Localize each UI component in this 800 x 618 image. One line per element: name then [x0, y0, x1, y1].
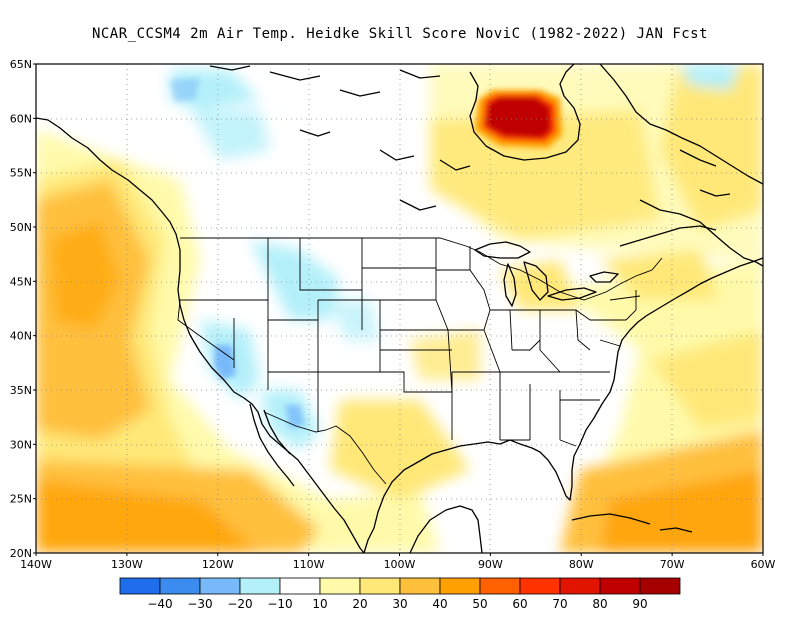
lon-label: 110W: [293, 558, 325, 571]
colorbar-swatch: [599, 577, 641, 595]
political-borders: [177, 237, 663, 485]
colorbar-swatch: [439, 577, 481, 595]
colorbar-label: 80: [592, 597, 607, 611]
colorbar-swatch: [119, 577, 161, 595]
colorbar-swatch: [639, 577, 681, 595]
colorbar-label: −30: [187, 597, 212, 611]
lon-label: 130W: [111, 558, 143, 571]
colorbar-swatch: [359, 577, 401, 595]
skill-shading: [36, 64, 763, 553]
colorbar-label: 40: [432, 597, 447, 611]
lon-label: 80W: [569, 558, 594, 571]
lon-label: 100W: [384, 558, 416, 571]
colorbar-label: −40: [147, 597, 172, 611]
longitude-axis: 140W 130W 120W 110W 100W 90W 80W 70W 60W: [20, 553, 776, 571]
lat-label: 30N: [10, 438, 32, 451]
colorbar-label: 90: [632, 597, 647, 611]
map-panel: [36, 64, 763, 553]
lat-label: 25N: [10, 493, 32, 506]
lat-label: 55N: [10, 167, 32, 180]
colorbar-swatch: [199, 577, 241, 595]
colorbar-swatch: [479, 577, 521, 595]
colorbar-swatch: [239, 577, 281, 595]
map-title: NCAR_CCSM4 2m Air Temp. Heidke Skill Sco…: [91, 26, 709, 42]
colorbar-label: 60: [512, 597, 527, 611]
lon-label: 60W: [751, 558, 776, 571]
lon-label: 140W: [20, 558, 52, 571]
colorbar-swatch: [559, 577, 601, 595]
colorbar-label: −20: [227, 597, 252, 611]
colorbar-label: 70: [552, 597, 567, 611]
skill-shading-detail: [170, 78, 562, 428]
latitude-axis: 65N 60N 55N 50N 45N 40N 35N 30N 25N 20N: [10, 58, 36, 560]
colorbar-label: 20: [352, 597, 367, 611]
colorbar-swatch: [159, 577, 201, 595]
colorbar-label: 10: [312, 597, 327, 611]
lon-label: 70W: [660, 558, 685, 571]
colorbar-swatch: [519, 577, 561, 595]
colorbar-swatch: [279, 577, 321, 595]
lat-label: 40N: [10, 330, 32, 343]
lat-label: 60N: [10, 112, 32, 125]
lat-label: 65N: [10, 58, 32, 71]
graticule: [36, 64, 763, 553]
colorbar: −40 −30 −20 −10 10 20 30 40 50 60 70 80 90: [119, 577, 681, 611]
lat-label: 20N: [10, 547, 32, 560]
lat-label: 35N: [10, 384, 32, 397]
colorbar-label: 30: [392, 597, 407, 611]
lon-label: 120W: [202, 558, 234, 571]
colorbar-swatch: [319, 577, 361, 595]
colorbar-label: 50: [472, 597, 487, 611]
colorbar-swatch: [399, 577, 441, 595]
lon-label: 90W: [478, 558, 503, 571]
lat-label: 45N: [10, 275, 32, 288]
colorbar-label: −10: [267, 597, 292, 611]
coastlines: [36, 64, 763, 553]
lat-label: 50N: [10, 221, 32, 234]
